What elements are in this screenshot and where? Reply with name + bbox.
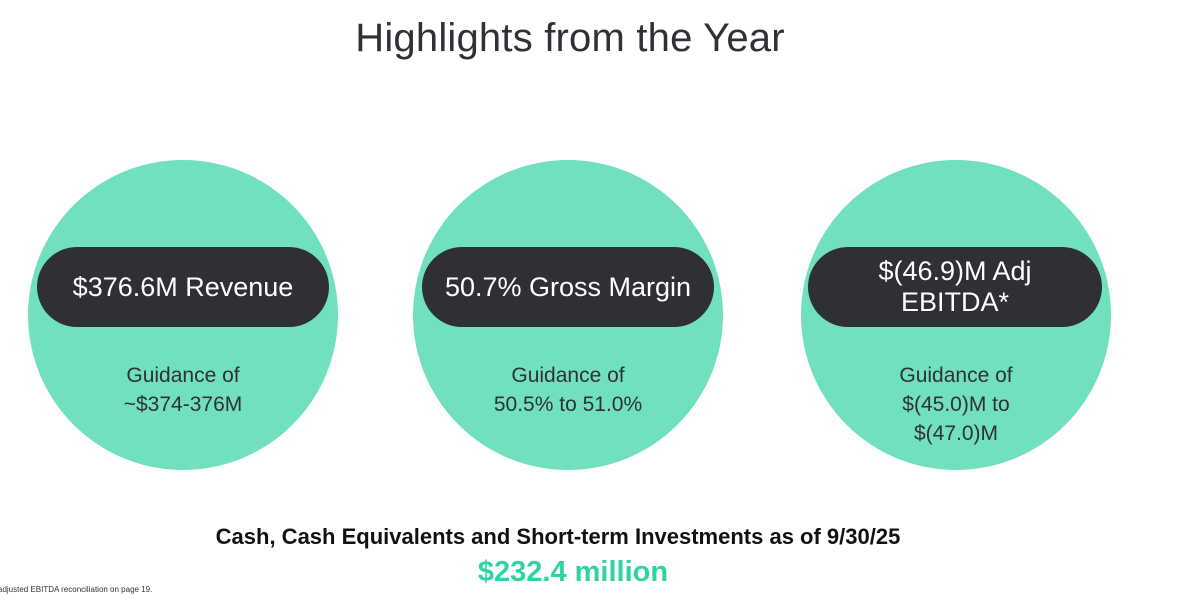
cash-value: $232.4 million <box>477 556 669 588</box>
highlight-circle-revenue: $376.6M Revenue Guidance of ~$374-376M <box>28 160 338 470</box>
adj-ebitda-guidance: Guidance of $(45.0)M to $(47.0)M <box>801 361 1111 448</box>
revenue-pill: $376.6M Revenue <box>37 247 329 327</box>
revenue-headline: $376.6M Revenue <box>72 271 294 302</box>
adj-ebitda-guidance-text: Guidance of $(45.0)M to $(47.0)M <box>899 364 1013 445</box>
gross-margin-headline: 50.7% Gross Margin <box>444 271 692 302</box>
highlight-circle-gross-margin: 50.7% Gross Margin Guidance of 50.5% to … <box>413 160 723 470</box>
gross-margin-pill: 50.7% Gross Margin <box>422 247 714 327</box>
page-title: Highlights from the Year <box>355 16 785 60</box>
cash-label: Cash, Cash Equivalents and Short-term In… <box>215 524 901 549</box>
revenue-guidance-text: Guidance of ~$374-376M <box>123 364 243 416</box>
adj-ebitda-pill: $(46.9)M Adj EBITDA* <box>808 247 1102 327</box>
footnote: adjusted EBITDA reconciliation on page 1… <box>0 585 153 594</box>
revenue-guidance: Guidance of ~$374-376M <box>28 361 338 419</box>
gross-margin-guidance: Guidance of 50.5% to 51.0% <box>413 361 723 419</box>
adj-ebitda-headline: $(46.9)M Adj EBITDA* <box>878 256 1032 317</box>
gross-margin-guidance-text: Guidance of 50.5% to 51.0% <box>493 364 643 416</box>
highlight-circle-adj-ebitda: $(46.9)M Adj EBITDA* Guidance of $(45.0)… <box>801 160 1111 470</box>
